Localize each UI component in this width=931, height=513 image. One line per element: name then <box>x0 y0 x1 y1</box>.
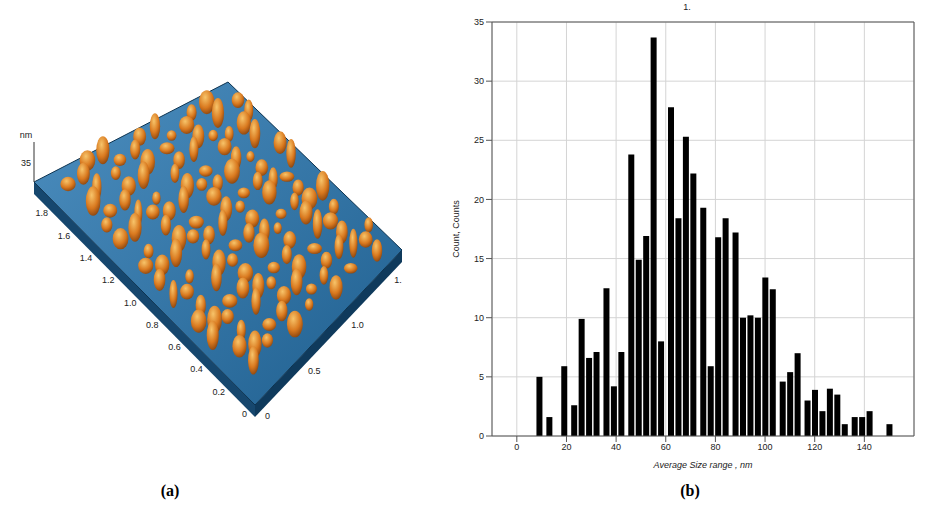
svg-text:0.8: 0.8 <box>146 320 159 330</box>
svg-text:120: 120 <box>807 442 822 452</box>
html-text:(a): (a) <box>160 482 180 499</box>
svg-text:1.6: 1.6 <box>58 231 71 241</box>
svg-text:40: 40 <box>611 442 621 452</box>
svg-text:nm: nm <box>20 130 33 140</box>
svg-text:0: 0 <box>242 409 247 419</box>
svg-text:0.2: 0.2 <box>212 387 225 397</box>
svg-text:1.: 1. <box>394 275 402 285</box>
svg-text:15: 15 <box>474 254 484 264</box>
svg-text:Count, Counts: Count, Counts <box>451 200 461 258</box>
svg-text:1.0: 1.0 <box>124 298 137 308</box>
svg-text:1.2: 1.2 <box>102 275 115 285</box>
html-text:(b): (b) <box>680 482 700 499</box>
svg-text:0.5: 0.5 <box>308 366 321 376</box>
svg-text:35: 35 <box>21 158 31 168</box>
svg-text:0: 0 <box>514 442 519 452</box>
svg-text:80: 80 <box>710 442 720 452</box>
svg-text:20: 20 <box>474 195 484 205</box>
svg-text:0.6: 0.6 <box>168 342 181 352</box>
svg-text:Average Size range , nm: Average Size range , nm <box>653 460 753 470</box>
svg-text:10: 10 <box>474 313 484 323</box>
svg-text:30: 30 <box>474 76 484 86</box>
svg-text:0: 0 <box>265 411 270 421</box>
svg-text:0.4: 0.4 <box>190 364 203 374</box>
svg-text:20: 20 <box>561 442 571 452</box>
svg-text:140: 140 <box>857 442 872 452</box>
svg-text:0: 0 <box>479 431 484 441</box>
svg-text:35: 35 <box>474 17 484 27</box>
svg-text:60: 60 <box>661 442 671 452</box>
svg-text:1.4: 1.4 <box>80 253 93 263</box>
html-text:1.: 1. <box>683 2 691 12</box>
svg-text:1.0: 1.0 <box>351 320 364 330</box>
svg-text:1.8: 1.8 <box>36 208 49 218</box>
svg-text:100: 100 <box>758 442 773 452</box>
svg-text:25: 25 <box>474 135 484 145</box>
svg-text:5: 5 <box>479 372 484 382</box>
